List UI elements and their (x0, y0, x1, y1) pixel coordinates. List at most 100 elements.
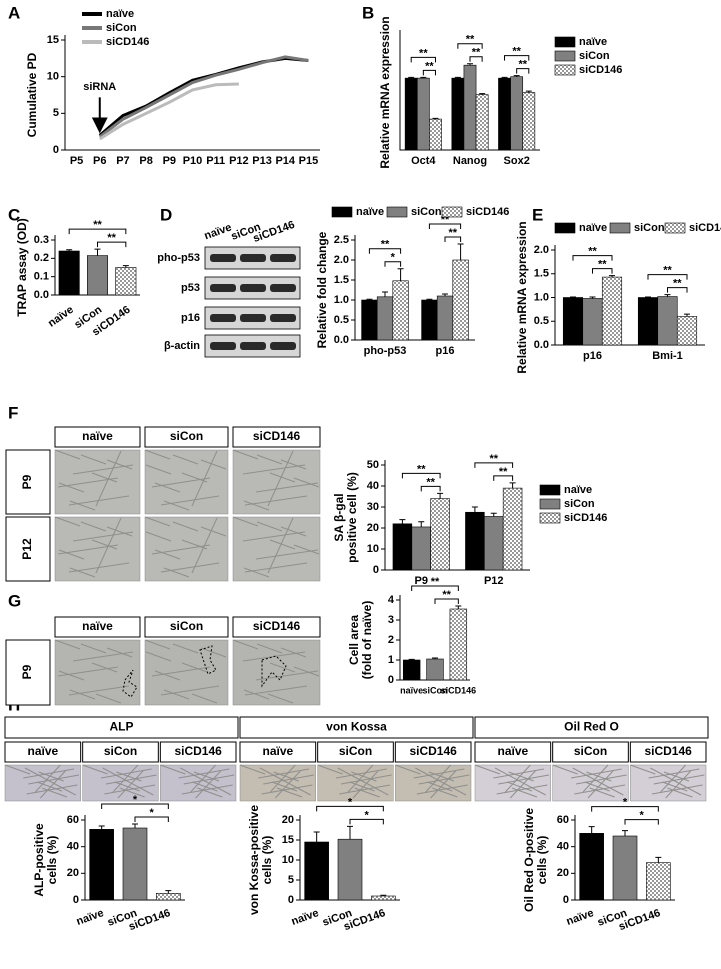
texture (181, 784, 233, 795)
texture (432, 787, 458, 798)
y-tick-label: 5 (288, 874, 294, 886)
panel-letter: A (8, 3, 20, 22)
texture (4, 764, 31, 775)
texture (416, 784, 468, 795)
texture (242, 464, 306, 475)
y-tick-label: 60 (67, 814, 79, 826)
bar (304, 841, 329, 901)
texture (506, 781, 533, 792)
x-tick-label: P5 (70, 155, 83, 167)
bar (646, 862, 671, 901)
texture (256, 521, 283, 532)
x-tick-label: P12 (484, 575, 504, 587)
significance-bracket (624, 819, 659, 825)
texture (160, 685, 220, 696)
cell-outline (199, 645, 217, 675)
texture (280, 526, 307, 537)
legend-swatch (554, 222, 576, 234)
significance-label: * (391, 252, 396, 264)
blot-band (210, 254, 236, 262)
texture (269, 539, 296, 550)
y-tick-label: 10 (282, 854, 294, 866)
bar (510, 76, 524, 151)
bar (475, 94, 489, 151)
header-label: siCon (574, 744, 607, 758)
texture (91, 472, 118, 483)
blot-band (270, 314, 296, 322)
bar (436, 295, 454, 341)
texture (317, 764, 343, 775)
legend-label: naïve (579, 36, 607, 48)
significance-bracket (134, 816, 169, 822)
y-axis-label: Oil Red O-positive (522, 808, 536, 912)
texture (80, 643, 107, 654)
texture (427, 781, 453, 792)
texture (106, 647, 133, 658)
error-bar (622, 830, 628, 836)
significance-label: ** (441, 214, 450, 226)
y-tick-label: 0.0 (534, 339, 549, 351)
significance-bracket (504, 55, 530, 61)
texture (256, 643, 283, 654)
significance-label: ** (466, 34, 475, 46)
texture (72, 531, 134, 542)
bar (579, 833, 604, 901)
significance-label: ** (417, 463, 426, 475)
bar (89, 829, 114, 901)
legend-swatch (441, 206, 463, 218)
texture (80, 521, 107, 532)
texture (232, 639, 259, 650)
texture (154, 549, 181, 560)
error-bar (525, 90, 532, 93)
row-label: P9 (20, 474, 34, 489)
x-tick-label: naïve (75, 907, 106, 928)
significance-label: ** (425, 60, 434, 72)
texture (69, 500, 96, 511)
micrograph (54, 449, 141, 515)
header-label: siCD146 (409, 744, 457, 758)
texture (200, 459, 227, 470)
significance-bracket (428, 223, 462, 229)
texture (586, 771, 612, 782)
texture (105, 774, 157, 785)
bar (498, 77, 511, 151)
header-label: naïve (27, 744, 58, 758)
row-box (5, 639, 51, 706)
texture (58, 482, 85, 493)
y-axis-label: von Kossa-positive (247, 805, 261, 915)
bar (637, 297, 659, 346)
blot-band (210, 342, 236, 350)
panel-letter: E (532, 205, 543, 224)
y-tick-label: 1.5 (334, 274, 349, 286)
significance-label: ** (381, 239, 390, 251)
error-bar (418, 521, 425, 527)
error-bar (479, 93, 486, 95)
texture (425, 764, 452, 793)
bar (484, 516, 504, 571)
texture (255, 482, 319, 493)
y-axis-label: Relative mRNA expression (515, 221, 529, 373)
blot-band (270, 254, 296, 262)
texture (508, 771, 534, 782)
header-label: siCon (339, 744, 372, 758)
y-axis-label: cells (%) (45, 836, 59, 885)
texture (172, 643, 199, 654)
y-tick-label: 10 (367, 543, 379, 555)
texture (589, 787, 615, 798)
y-tick-label: 0 (73, 894, 79, 906)
texture (24, 767, 76, 796)
texture (256, 454, 283, 465)
significance-bracket (474, 462, 514, 468)
texture (418, 774, 470, 785)
texture (504, 764, 531, 793)
significance-bracket (592, 268, 613, 274)
panel-letter: G (8, 591, 21, 610)
bar (601, 276, 623, 346)
header-box (474, 741, 552, 763)
error-bar (313, 831, 320, 842)
significance-bracket (469, 56, 483, 62)
texture (653, 774, 705, 785)
y-tick-label: 0 (388, 674, 394, 686)
y-tick-label: 0 (53, 144, 59, 156)
micrograph (144, 639, 229, 706)
